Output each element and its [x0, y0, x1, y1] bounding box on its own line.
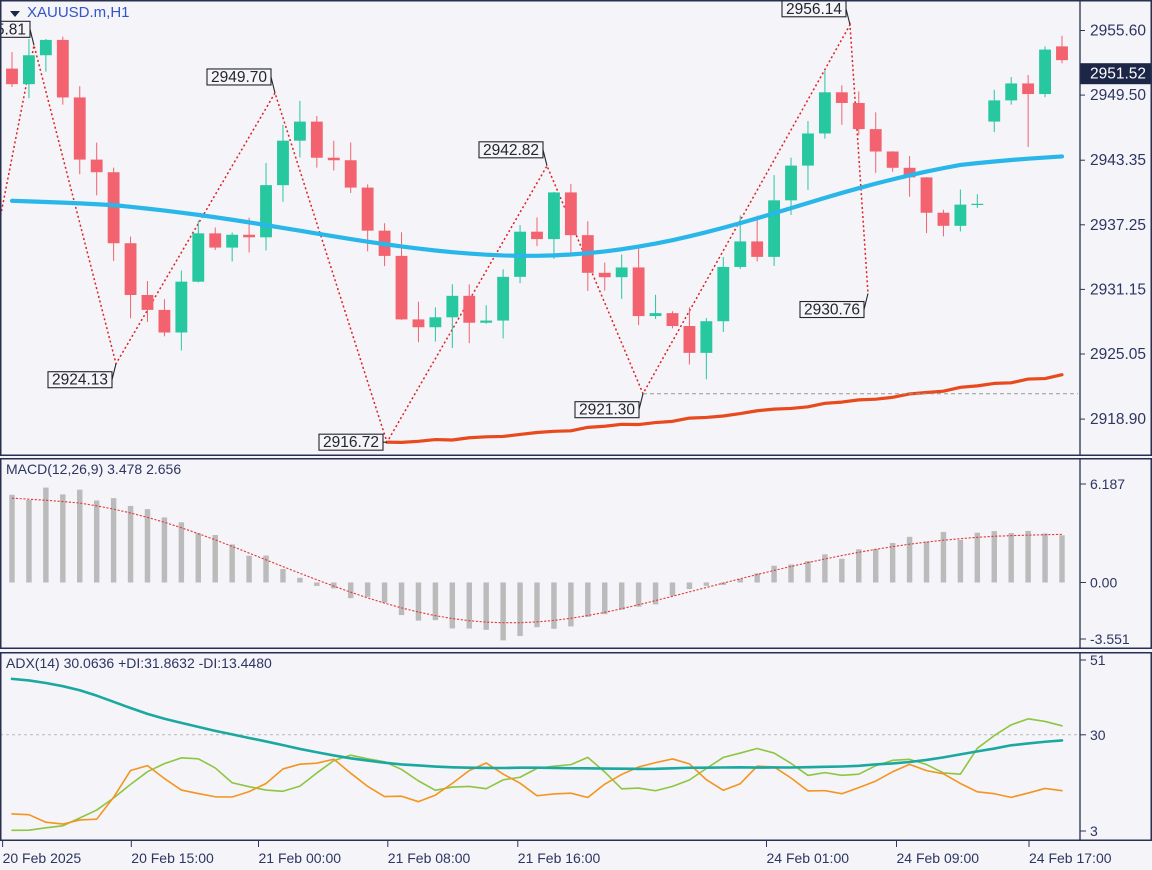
svg-text:20 Feb 15:00: 20 Feb 15:00 — [131, 850, 214, 866]
svg-text:2930.76: 2930.76 — [804, 302, 860, 319]
svg-text:24 Feb 09:00: 24 Feb 09:00 — [897, 850, 980, 866]
svg-text:2955.60: 2955.60 — [1090, 23, 1146, 40]
svg-text:24 Feb 17:00: 24 Feb 17:00 — [1029, 850, 1112, 866]
svg-text:2942.82: 2942.82 — [483, 142, 539, 159]
svg-text:0.00: 0.00 — [1090, 574, 1117, 590]
svg-text:2918.90: 2918.90 — [1090, 411, 1146, 428]
svg-text:2956.14: 2956.14 — [786, 1, 842, 18]
svg-text:2921.30: 2921.30 — [579, 402, 635, 419]
svg-text:2931.15: 2931.15 — [1090, 281, 1146, 298]
svg-text:30: 30 — [1090, 727, 1106, 743]
svg-text:2924.13: 2924.13 — [52, 372, 108, 389]
svg-text:21 Feb 08:00: 21 Feb 08:00 — [388, 850, 471, 866]
svg-text:2949.50: 2949.50 — [1090, 87, 1146, 104]
svg-text:2916.72: 2916.72 — [323, 434, 379, 451]
svg-text:6.187: 6.187 — [1090, 476, 1125, 492]
svg-text:ADX(14) 30.0636 +DI:31.8632 -D: ADX(14) 30.0636 +DI:31.8632 -DI:13.4480 — [6, 655, 272, 671]
svg-text:MACD(12,26,9) 3.478 2.656: MACD(12,26,9) 3.478 2.656 — [6, 461, 181, 477]
svg-text:3: 3 — [1090, 823, 1098, 839]
svg-text:2949.70: 2949.70 — [211, 69, 267, 86]
svg-text:24 Feb 01:00: 24 Feb 01:00 — [767, 850, 850, 866]
svg-text:21 Feb 00:00: 21 Feb 00:00 — [259, 850, 342, 866]
svg-text:2951.52: 2951.52 — [1090, 66, 1146, 83]
svg-text:2955.81: 2955.81 — [0, 21, 26, 38]
svg-text:2925.05: 2925.05 — [1090, 346, 1146, 363]
svg-text:XAUUSD.m,H1: XAUUSD.m,H1 — [27, 4, 130, 21]
svg-text:2937.25: 2937.25 — [1090, 217, 1146, 234]
svg-text:21 Feb 16:00: 21 Feb 16:00 — [518, 850, 601, 866]
svg-text:2943.35: 2943.35 — [1090, 152, 1146, 169]
svg-text:20 Feb 2025: 20 Feb 2025 — [3, 850, 82, 866]
svg-text:51: 51 — [1090, 652, 1106, 668]
svg-text:-3.551: -3.551 — [1090, 631, 1130, 647]
